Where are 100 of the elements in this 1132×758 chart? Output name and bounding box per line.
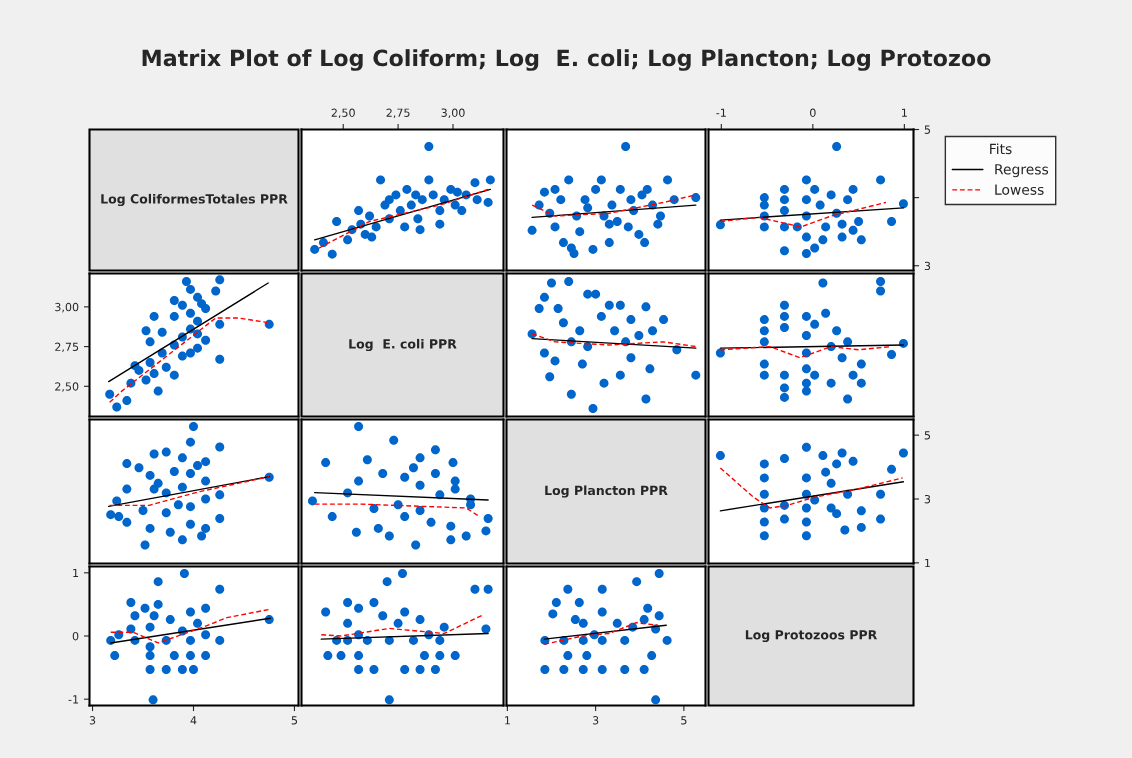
point xyxy=(876,276,886,286)
point xyxy=(837,353,847,363)
point xyxy=(318,238,328,248)
point xyxy=(185,437,195,447)
point xyxy=(362,455,372,465)
point xyxy=(446,535,456,545)
x-tick-label: 3 xyxy=(89,716,96,725)
point xyxy=(122,396,132,406)
point xyxy=(189,422,198,432)
text: Log Plancton PPR xyxy=(545,485,668,498)
point xyxy=(604,238,614,248)
point xyxy=(189,664,198,674)
point xyxy=(354,206,364,216)
point xyxy=(653,219,663,229)
point xyxy=(149,484,159,494)
point xyxy=(400,472,410,482)
point xyxy=(201,335,211,345)
point xyxy=(539,348,549,358)
point xyxy=(149,611,159,621)
point xyxy=(411,190,421,200)
point xyxy=(481,526,491,536)
y-tick-label: 2,50 xyxy=(55,382,79,392)
point xyxy=(550,356,560,366)
point xyxy=(832,459,842,469)
point xyxy=(351,527,361,537)
point xyxy=(417,195,427,205)
point xyxy=(122,459,132,469)
point xyxy=(428,190,438,200)
point xyxy=(450,651,460,661)
point xyxy=(588,244,598,254)
point xyxy=(354,422,364,432)
point xyxy=(815,200,825,210)
point xyxy=(596,175,606,185)
point xyxy=(856,235,866,245)
point xyxy=(450,484,460,494)
point xyxy=(201,523,211,533)
point xyxy=(185,468,195,478)
point xyxy=(626,195,636,205)
point xyxy=(826,378,836,388)
point xyxy=(779,323,789,333)
point xyxy=(779,222,789,232)
point xyxy=(759,222,769,232)
point xyxy=(327,249,337,259)
x-tick-label: 3,00 xyxy=(441,108,465,119)
point xyxy=(615,184,625,194)
point xyxy=(145,357,155,367)
point xyxy=(854,216,864,226)
point xyxy=(856,522,866,532)
point xyxy=(215,319,225,329)
point xyxy=(371,222,381,232)
point xyxy=(655,211,665,221)
point xyxy=(801,364,811,374)
text: Log Protozoos PPR xyxy=(745,630,878,643)
point xyxy=(354,651,364,661)
point xyxy=(112,402,122,412)
point xyxy=(801,378,811,388)
point xyxy=(446,184,456,194)
point xyxy=(578,664,588,674)
point xyxy=(169,311,179,321)
point xyxy=(779,453,789,463)
point xyxy=(547,278,557,288)
point xyxy=(193,460,203,470)
point xyxy=(149,369,159,379)
point xyxy=(564,175,574,185)
point xyxy=(161,664,171,674)
point xyxy=(779,246,789,256)
point xyxy=(415,506,425,515)
point xyxy=(597,635,607,645)
point xyxy=(140,603,150,613)
point xyxy=(435,651,445,661)
point xyxy=(400,222,410,232)
point xyxy=(534,303,544,313)
point xyxy=(545,372,555,382)
point xyxy=(563,651,573,661)
y-tick-label: 5 xyxy=(924,431,931,440)
point xyxy=(398,568,407,578)
point xyxy=(826,190,836,200)
point xyxy=(759,315,769,325)
point xyxy=(413,214,423,224)
point xyxy=(130,611,140,621)
point xyxy=(430,664,440,674)
point xyxy=(818,278,828,288)
point xyxy=(801,175,811,185)
point xyxy=(597,584,607,594)
point xyxy=(426,517,436,527)
point xyxy=(876,489,886,499)
point xyxy=(623,222,633,232)
point xyxy=(759,517,769,527)
point xyxy=(177,453,187,463)
point xyxy=(177,482,187,492)
point xyxy=(654,568,664,578)
point xyxy=(140,540,150,550)
point xyxy=(197,299,207,309)
point xyxy=(574,598,584,608)
point xyxy=(389,435,399,445)
point xyxy=(419,651,429,661)
point xyxy=(400,664,410,674)
point xyxy=(185,607,195,617)
point xyxy=(801,517,811,527)
x-tick-label: 4 xyxy=(190,716,197,725)
